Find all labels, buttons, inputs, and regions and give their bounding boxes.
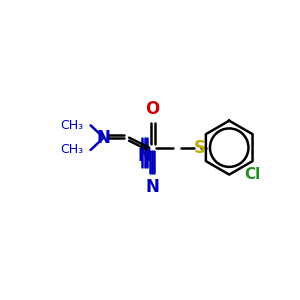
Text: CH₃: CH₃	[60, 143, 83, 157]
Text: S: S	[194, 139, 206, 157]
Text: CH₃: CH₃	[60, 119, 83, 132]
Text: Cl: Cl	[244, 167, 260, 182]
Text: N: N	[138, 147, 152, 165]
Text: N: N	[97, 129, 111, 147]
Text: N: N	[145, 178, 159, 196]
Text: O: O	[145, 100, 159, 118]
